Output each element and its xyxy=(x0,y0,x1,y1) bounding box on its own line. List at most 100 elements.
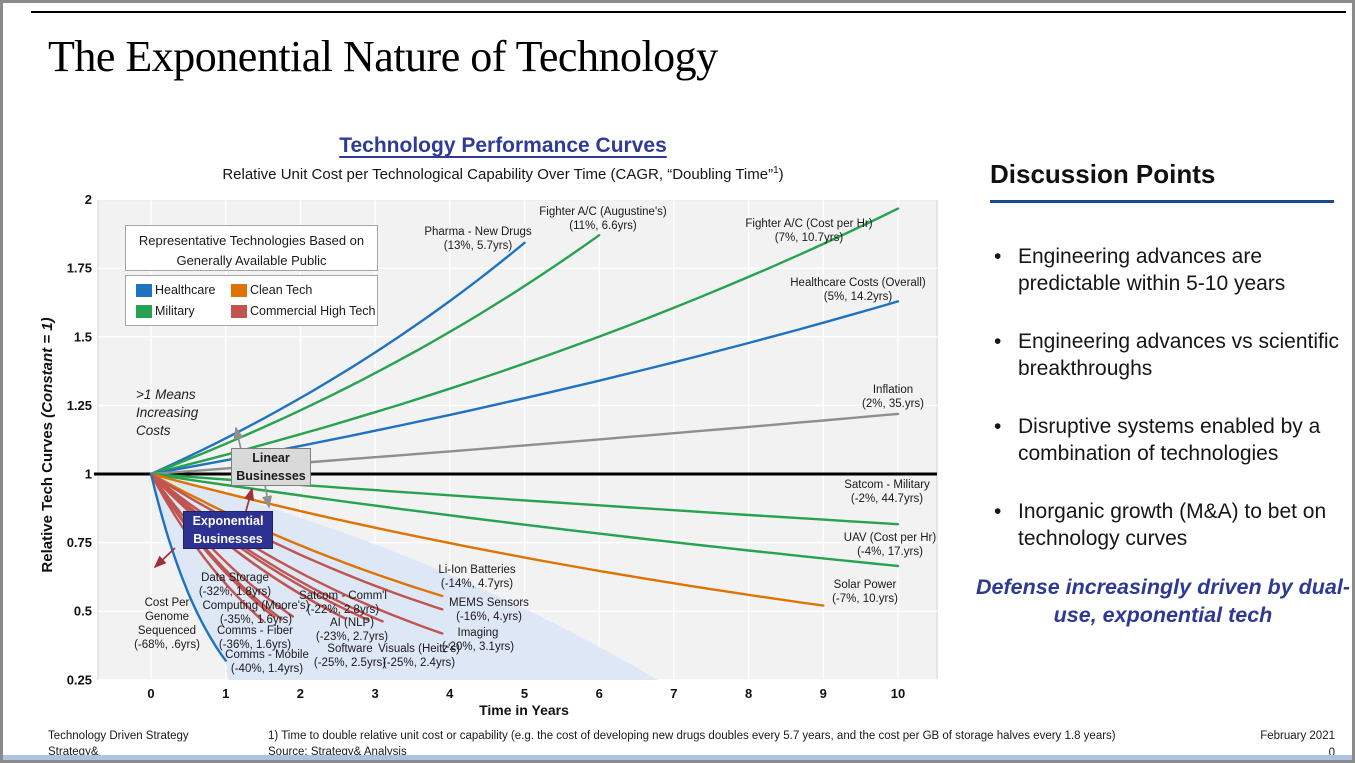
curve-label-visuals-heitz-s: Visuals (Heitz's) (-25%, 2.4yrs) xyxy=(378,643,460,669)
legend-label: Military xyxy=(155,304,195,318)
curve-label-software: Software (-25%, 2.5yrs) xyxy=(314,643,386,669)
footer-footnote: 1) Time to double relative unit cost or … xyxy=(268,730,1116,742)
curve-label-solar-power: Solar Power (-7%, 10.yrs) xyxy=(832,579,898,605)
curve-label-mems-sensors: MEMS Sensors (-16%, 4.yrs) xyxy=(449,597,529,623)
chart-subtitle: Relative Unit Cost per Technological Cap… xyxy=(63,165,943,183)
curve-label-imaging: Imaging (-20%, 3.1yrs) xyxy=(442,627,514,653)
legend-swatch xyxy=(136,283,152,297)
note-line-2: Generally Available Public xyxy=(176,252,327,268)
x-tick-label: 0 xyxy=(147,686,154,701)
discussion-heading-rule xyxy=(990,200,1334,203)
y-tick-label: 1 xyxy=(85,467,92,482)
chart-title: Technology Performance Curves xyxy=(339,134,667,157)
x-tick-label: 8 xyxy=(745,686,752,701)
performance-curves-chart: Pharma - New Drugs (13%, 5.7yrs) Fighter A… xyxy=(39,193,938,718)
y-tick-label: 1.5 xyxy=(74,329,92,344)
curve-label-comms-fiber: Comms - Fiber (-36%, 1.6yrs) xyxy=(217,625,293,651)
x-tick-label: 10 xyxy=(891,686,905,701)
curve-label-pharma-new-drugs: Pharma - New Drugs (13%, 5.7yrs) xyxy=(424,226,532,252)
curve-pharma-new-drugs xyxy=(149,241,526,476)
discussion-bullet: Disruptive systems enabled by a combinat… xyxy=(990,413,1348,467)
y-tick-label: 0.5 xyxy=(74,604,92,619)
curve-fighter-a-c-augustine-s xyxy=(149,234,601,476)
curve-data-storage xyxy=(149,472,295,618)
linear-businesses-callout: Linear Businesses xyxy=(231,448,311,486)
curve-label-computing-moore-s: Computing (Moore's) (-35%, 1.6yrs) xyxy=(202,600,309,626)
exponential-shaded-region xyxy=(151,474,658,680)
curve-uav-cost-per-hr xyxy=(149,472,900,568)
exponential-callout-line-1: Exponential xyxy=(192,514,264,528)
discussion-closing-statement: Defense increasingly driven by dual-use,… xyxy=(976,575,1350,627)
footer-date: February 2021 xyxy=(1260,730,1335,742)
legend-swatch xyxy=(136,304,152,318)
legend-swatch xyxy=(231,304,247,318)
x-tick-label: 5 xyxy=(521,686,528,701)
curve-labels: Pharma - New Drugs (13%, 5.7yrs) Fighter A… xyxy=(134,206,936,675)
curve-satcom-comm-l xyxy=(149,472,384,623)
curve-label-satcom-military: Satcom - Military (-2%, 44.7yrs) xyxy=(844,479,930,505)
exponential-callout-line-2: Businesses xyxy=(193,531,263,546)
legend-label: Healthcare xyxy=(155,283,216,297)
curve-visuals-heitz-s xyxy=(149,472,336,614)
footnote-marker: 1 xyxy=(773,165,779,176)
curve-li-ion-batteries xyxy=(149,472,444,598)
discussion-bullet: Engineering advances vs scientific break… xyxy=(990,328,1348,382)
chart-header: Technology Performance Curves Relative U… xyxy=(63,134,943,183)
legend-item-commercial-high-tech: Commercial High Tech xyxy=(231,304,376,318)
legend-item-clean-tech: Clean Tech xyxy=(231,283,376,297)
axis-labels: 2 1.75 1.5 1.25 1 0.75 0.5 0.25 0 1 2 3 4 5 6 7 8 9 10 Time… xyxy=(39,193,905,718)
y-axis-title: Relative Tech Curves (Constant = 1) xyxy=(39,317,56,572)
representative-note-box: Representative Technologies Based on Gen… xyxy=(125,225,378,271)
increasing-costs-note: >1 Means Increasing Costs xyxy=(136,387,199,439)
legend-label: Clean Tech xyxy=(250,283,313,297)
linear-callout-line-2: Businesses xyxy=(236,468,306,483)
discussion-heading: Discussion Points xyxy=(990,159,1216,189)
x-axis-title: Time in Years xyxy=(479,702,569,718)
y-tick-label: 2 xyxy=(85,193,92,207)
curve-ai-nlp xyxy=(149,472,369,621)
exponential-businesses-callout: Exponential Businesses xyxy=(183,511,273,549)
callout-arrow xyxy=(153,547,176,569)
curve-label-li-ion-batteries: Li-Ion Batteries (-14%, 4.7yrs) xyxy=(438,564,516,590)
chart-subtitle-text: Relative Unit Cost per Technological Cap… xyxy=(222,166,774,183)
slide-title: The Exponential Nature of Technology xyxy=(48,32,718,81)
legend-swatch xyxy=(231,283,247,297)
y-tick-label: 0.25 xyxy=(67,672,92,687)
shaded-region-path xyxy=(151,474,658,680)
legend-label: Commercial High Tech xyxy=(250,304,376,318)
y-tick-label: 1.25 xyxy=(67,398,92,413)
curve-label-cost-per-genome-sequenced: Cost Per Genome Sequenced (-68%, .6yrs) xyxy=(134,597,200,651)
chart-subtitle-close: ) xyxy=(778,166,784,183)
y-tick-label: 1.75 xyxy=(67,261,92,276)
x-tick-label: 6 xyxy=(596,686,603,701)
x-tick-label: 7 xyxy=(670,686,677,701)
curve-label-comms-mobile: Comms - Mobile (-40%, 1.4yrs) xyxy=(225,649,309,675)
footer-deck-title: Technology Driven Strategy xyxy=(48,730,189,742)
curve-comms-mobile xyxy=(149,472,265,623)
curve-label-satcom-comm-l: Satcom - Comm'l (-22%, 2.8yrs) xyxy=(299,590,387,616)
curve-label-data-storage: Data Storage (-32%, 1.8yrs) xyxy=(199,572,271,598)
legend: Healthcare Clean Tech Military Commercial H… xyxy=(125,275,378,326)
curve-mems-sensors xyxy=(149,472,444,611)
legend-item-military: Military xyxy=(136,304,231,318)
x-tick-label: 9 xyxy=(820,686,827,701)
y-tick-label: 0.75 xyxy=(67,535,92,550)
curve-label-uav-cost-per-hr: UAV (Cost per Hr) (-4%, 17.yrs) xyxy=(844,532,937,558)
curve-fighter-a-c-cost-per-hr xyxy=(149,207,900,476)
discussion-bullet: Engineering advances are predictable wit… xyxy=(990,243,1348,297)
curve-label-healthcare-costs-overall: Healthcare Costs (Overall) (5%, 14.2yrs) xyxy=(790,277,926,303)
x-tick-label: 2 xyxy=(297,686,304,701)
footer-page-number: 0 xyxy=(1328,747,1335,759)
x-tick-label: 4 xyxy=(446,686,454,701)
discussion-bullet-list: Engineering advances are predictable wit… xyxy=(990,243,1348,583)
legend-item-healthcare: Healthcare xyxy=(136,283,231,297)
note-line-1: Representative Technologies Based on xyxy=(138,233,365,248)
curve-label-fighter-a-c-cost-per-hr: Fighter A/C (Cost per Hr) (7%, 10.7yrs) xyxy=(745,218,872,244)
x-tick-label: 3 xyxy=(371,686,378,701)
x-tick-label: 1 xyxy=(222,686,229,701)
linear-callout-line-1: Linear xyxy=(252,451,290,465)
curve-cost-per-genome-sequenced xyxy=(149,472,227,662)
callout-arrow xyxy=(244,487,255,512)
footer-accent-strip xyxy=(3,755,1352,760)
